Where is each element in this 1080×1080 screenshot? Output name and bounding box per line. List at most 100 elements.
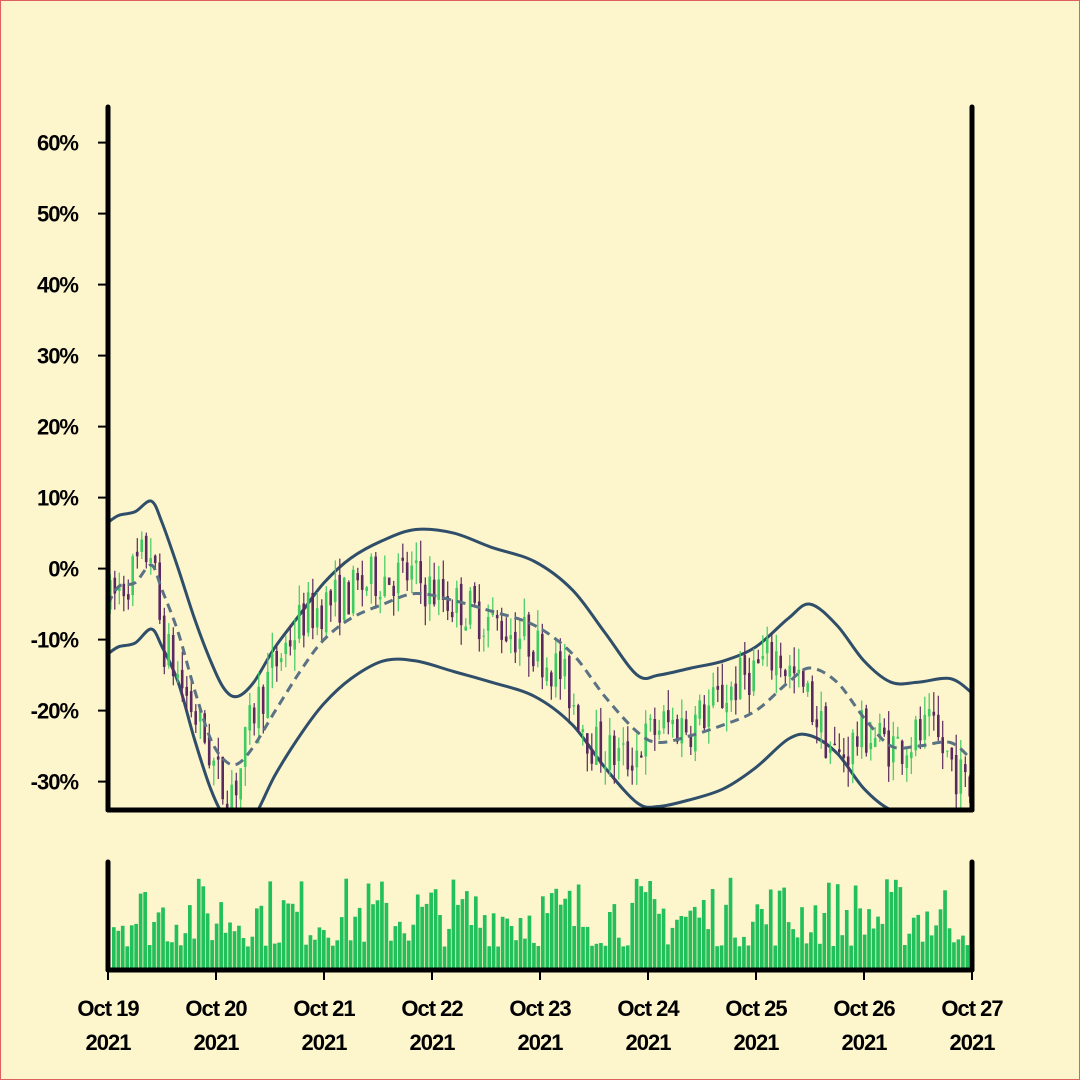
- candle-body: [869, 743, 873, 750]
- y-tick-label: 50%: [37, 202, 78, 227]
- candle-body: [541, 633, 544, 678]
- candle-body: [410, 565, 413, 580]
- volume-bar: [549, 893, 554, 970]
- volume-bar: [241, 938, 246, 970]
- band-fill: [108, 500, 972, 810]
- candle-body: [608, 735, 612, 770]
- volume-bar: [322, 930, 326, 970]
- candle-body: [856, 736, 859, 747]
- candle-body: [892, 736, 895, 763]
- volume-bar: [818, 943, 822, 970]
- candle-body: [275, 651, 278, 667]
- volume-bar: [728, 877, 733, 970]
- volume-bar: [599, 943, 603, 970]
- volume-bar: [630, 902, 635, 970]
- volume-bar: [871, 928, 876, 970]
- candle-body: [464, 626, 467, 631]
- volume-bar: [652, 899, 657, 970]
- volume-bar: [768, 889, 773, 970]
- candle-body: [563, 659, 567, 677]
- moving-average-line: [108, 563, 972, 767]
- volume-bar: [675, 919, 679, 970]
- volume-bar: [813, 905, 818, 970]
- candle-body: [590, 749, 594, 764]
- candle-body: [788, 665, 792, 677]
- candle-body: [113, 577, 117, 594]
- volume-bar: [688, 910, 693, 970]
- x-tick-label-date: Oct 21: [293, 996, 355, 1021]
- candle-body: [495, 614, 499, 619]
- volume-bar: [782, 887, 786, 970]
- volume-bar: [474, 896, 478, 970]
- volume-bar: [661, 908, 666, 970]
- candle-body: [613, 735, 616, 765]
- volume-bar: [402, 933, 407, 970]
- candle-body: [770, 642, 774, 671]
- lower-band-line: [108, 627, 959, 810]
- candle-body: [153, 555, 157, 564]
- candle-body: [257, 686, 260, 729]
- y-tick-label: -10%: [31, 628, 79, 653]
- candle-body: [423, 584, 427, 607]
- candle-body: [523, 616, 526, 637]
- candle-body: [586, 733, 589, 754]
- candle-body: [212, 760, 215, 766]
- candle-body: [905, 755, 909, 768]
- candle-body: [527, 614, 531, 657]
- candle-body: [927, 709, 931, 717]
- volume-bar: [219, 902, 223, 970]
- volume-bar: [876, 916, 880, 970]
- candle-body: [842, 754, 846, 758]
- candle-body: [351, 569, 355, 614]
- y-tick-label: 60%: [37, 131, 78, 156]
- volume-bar: [639, 886, 643, 970]
- candle-body: [302, 603, 305, 636]
- volume-bar: [594, 943, 599, 970]
- volume-bar: [246, 946, 250, 970]
- volume-bar: [237, 925, 241, 970]
- volume-bar: [853, 885, 858, 970]
- volume-bar: [679, 916, 684, 970]
- volume-bar: [608, 912, 612, 970]
- volume-bar: [733, 937, 737, 970]
- candle-body: [144, 535, 148, 563]
- candle-body: [293, 640, 296, 650]
- x-tick-label-date: Oct 27: [941, 996, 1003, 1021]
- volume-bar: [192, 938, 197, 970]
- candle-body: [910, 752, 913, 759]
- candle-body: [239, 768, 242, 800]
- x-tick-label-date: Oct 26: [833, 996, 895, 1021]
- volume-bar: [532, 942, 536, 970]
- candle-body: [838, 749, 841, 753]
- volume-bar: [380, 881, 384, 970]
- volume-bar: [223, 932, 228, 970]
- candle-body: [261, 686, 265, 714]
- y-tick-label: 0%: [48, 557, 78, 582]
- x-tick-label-year: 2021: [86, 1030, 132, 1055]
- x-tick-label-year: 2021: [626, 1030, 672, 1055]
- volume-bar: [545, 913, 550, 970]
- candle-body: [324, 592, 328, 633]
- volume-bar: [362, 941, 366, 970]
- candle-body: [833, 743, 836, 746]
- candle-body: [387, 577, 391, 585]
- volume-bar: [518, 918, 523, 970]
- volume-bar: [447, 928, 451, 970]
- volume-bar: [331, 945, 335, 970]
- candle-body: [216, 756, 220, 760]
- volume-bar: [719, 945, 724, 970]
- volume-bar: [965, 945, 970, 970]
- candle-body: [473, 586, 476, 603]
- candle-body: [716, 685, 720, 690]
- volume-bar: [451, 879, 456, 970]
- candle-body: [122, 583, 126, 597]
- candle-body: [266, 671, 269, 718]
- candle-body: [311, 592, 314, 629]
- volume-bar: [925, 911, 929, 970]
- candle-body: [441, 579, 445, 600]
- candle-body: [383, 576, 386, 597]
- volume-bar: [929, 935, 934, 970]
- volume-bar: [384, 902, 389, 970]
- candle-body: [356, 573, 359, 581]
- candle-body: [405, 562, 409, 581]
